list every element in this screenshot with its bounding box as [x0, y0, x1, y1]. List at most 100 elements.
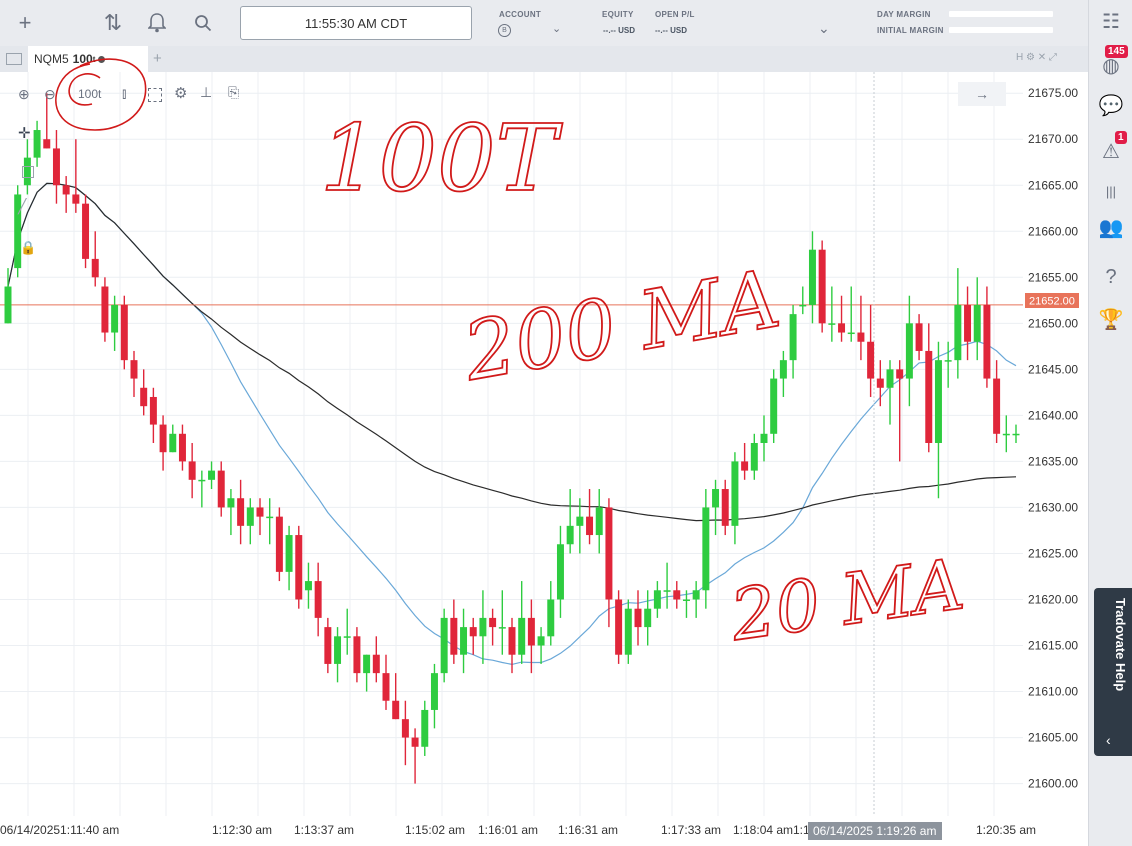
candle-body [14, 194, 22, 269]
chart-grid [0, 72, 1023, 816]
candlesticks [4, 93, 1020, 784]
candle-body [52, 148, 60, 186]
candle-type-icon[interactable]: ⫾ [122, 85, 127, 101]
crosshair-tool-icon[interactable]: ✛ [18, 125, 31, 142]
candle-body [411, 737, 419, 747]
crosshair-time-tag [808, 822, 942, 840]
chat-icon[interactable]: 💬 [1098, 94, 1124, 117]
candle-body [363, 654, 371, 674]
scroll-to-latest-button[interactable]: → [958, 82, 1006, 106]
candle-body [808, 249, 816, 305]
candle-body [392, 700, 400, 720]
tab-interval: 100 [72, 52, 93, 66]
account-selector[interactable]: B ⌄ [498, 23, 568, 38]
chart-tab[interactable]: NQM5 100 t [28, 46, 148, 72]
help-icon[interactable]: ? [1105, 265, 1117, 288]
warning-icon[interactable]: ⚠ [1102, 140, 1120, 163]
account-symbol-icon: B [498, 24, 511, 37]
candle-body [324, 627, 332, 664]
settings-sliders-icon[interactable]: ☷ [1102, 10, 1120, 33]
candle-body [120, 304, 128, 361]
price-tick-label: 21640.00 [1028, 408, 1078, 422]
template-icon[interactable]: ⎘ [228, 84, 240, 100]
window-controls-icon[interactable]: H ⚙ ✕ ⤢ [1016, 52, 1057, 63]
price-chart[interactable]: 21675.00 21670.00 21665.00 21660.00 21655.00… [0, 72, 1088, 846]
candle-body [537, 636, 545, 646]
bell-icon[interactable] [142, 8, 172, 38]
price-tick-label: 21605.00 [1028, 731, 1078, 745]
transfer-icon[interactable]: ⇅ [103, 10, 123, 35]
candle-body [964, 304, 972, 342]
candle-body [741, 461, 749, 471]
trophy-icon[interactable]: 🏆 [1098, 308, 1124, 331]
candle-body [857, 332, 865, 342]
help-panel-tab[interactable] [1094, 588, 1132, 756]
candle-body [508, 627, 516, 655]
candle-body [993, 378, 1001, 434]
open-pl-label: OPEN P/L [655, 10, 695, 19]
collapse-chevron-icon[interactable]: ‹ [1106, 732, 1111, 748]
candle-body [760, 433, 768, 443]
text-tool-icon[interactable] [22, 166, 34, 178]
search-icon[interactable] [188, 8, 218, 38]
layout-icon[interactable] [6, 53, 22, 65]
candle-body [615, 599, 623, 655]
candle-body [91, 258, 99, 278]
interval-button[interactable]: 100t [78, 87, 102, 101]
candle-body [886, 369, 894, 388]
zoom-in-icon[interactable]: ⊕ [18, 86, 30, 102]
candle-body [450, 617, 458, 655]
price-tick-label: 21650.00 [1028, 316, 1078, 330]
candle-body [43, 139, 51, 149]
candle-body [556, 544, 564, 600]
zoom-out-icon[interactable]: ⊖ [44, 86, 56, 102]
crosshair-time-label: 06/14/2025 1:19:26 am [813, 824, 936, 838]
candle-body [828, 323, 836, 325]
globe-icon[interactable]: ◍ [1102, 54, 1120, 77]
candle-body [343, 636, 351, 638]
chart-toolbar: ⊕ ⊖ 100t ⫾ ⚙ ⊥ ⎘ [14, 84, 254, 106]
candle-body [789, 314, 797, 361]
candle-body [23, 157, 31, 186]
candle-body [1002, 433, 1010, 436]
price-axis-bg [1023, 72, 1088, 816]
candle-body [266, 516, 274, 519]
time-tick-label: 1:18:04 am [733, 823, 793, 837]
candle-body [295, 535, 303, 600]
time-tick-label: 1:17:33 am [661, 823, 721, 837]
candle-body [905, 323, 913, 379]
candle-body [663, 590, 671, 592]
draw-tools-icon[interactable]: ⊥ [200, 84, 213, 100]
expand-chevron-icon[interactable]: ⌄ [818, 20, 830, 36]
add-icon[interactable]: + [18, 10, 32, 35]
community-icon[interactable]: 👥 [1098, 216, 1124, 239]
candle-body [111, 304, 119, 333]
candle-body [876, 378, 884, 388]
candle-body [246, 507, 254, 526]
candle-body [624, 608, 632, 655]
current-price-label: 21652.00 [1029, 296, 1075, 308]
price-tick-label: 21660.00 [1028, 224, 1078, 238]
price-axis: 21675.00 21670.00 21665.00 21660.00 21655.00… [1023, 72, 1088, 816]
candle-body [198, 479, 206, 482]
candle-body [673, 590, 681, 600]
candle-body [285, 535, 293, 572]
bars-icon[interactable]: ||| [1105, 183, 1117, 199]
price-tick-label: 21615.00 [1028, 639, 1078, 653]
candle-body [460, 627, 468, 655]
candle-body [188, 461, 196, 480]
lock-tool-icon[interactable]: 🔒 [20, 240, 37, 255]
candle-body [799, 304, 807, 307]
select-region-icon[interactable] [148, 88, 162, 102]
tab-symbol: NQM5 [34, 52, 69, 66]
line-tool-icon[interactable]: ╱ [18, 198, 27, 214]
price-tick-label: 21635.00 [1028, 454, 1078, 468]
chart-tabbar: NQM5 100 t + H ⚙ ✕ ⤢ [0, 46, 1088, 72]
initial-margin-bar [949, 27, 1053, 33]
add-tab-icon[interactable]: + [153, 50, 162, 67]
candle-body [256, 507, 264, 517]
settings-icon[interactable]: ⚙ [174, 85, 188, 102]
candle-body [954, 304, 962, 361]
candle-body [595, 507, 603, 536]
help-label: Tradovate Help [1113, 598, 1128, 692]
